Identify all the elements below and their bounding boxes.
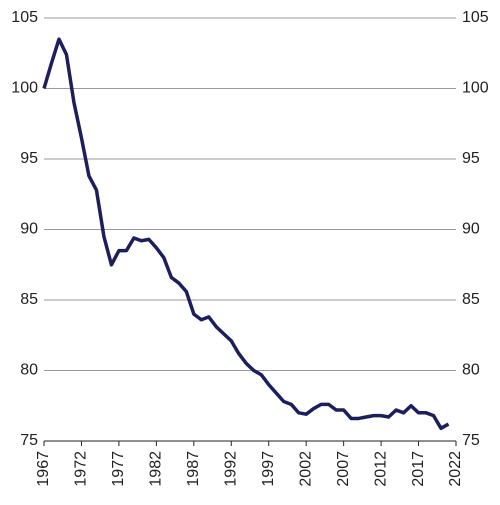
y-tick-label: 105	[11, 9, 38, 26]
y-tick-label: 95	[20, 150, 38, 167]
x-tick-label: 2012	[372, 451, 389, 487]
x-tick-label: 2007	[335, 451, 352, 487]
y2-tick-label: 80	[462, 362, 480, 379]
y2-tick-label: 105	[462, 9, 489, 26]
y2-tick-label: 85	[462, 291, 480, 308]
y-tick-label: 75	[20, 432, 38, 449]
x-tick-label: 1987	[185, 451, 202, 487]
x-tick-label: 2002	[297, 451, 314, 487]
y-tick-label: 85	[20, 291, 38, 308]
y2-tick-label: 75	[462, 432, 480, 449]
y2-tick-label: 100	[462, 80, 489, 97]
y2-tick-label: 95	[462, 150, 480, 167]
x-tick-label: 2022	[447, 451, 464, 487]
x-tick-label: 1967	[35, 451, 52, 487]
x-tick-label: 1972	[73, 451, 90, 487]
x-tick-label: 1997	[260, 451, 277, 487]
y-tick-label: 100	[11, 80, 38, 97]
y-tick-label: 90	[20, 221, 38, 238]
y2-tick-label: 90	[462, 221, 480, 238]
y-tick-label: 80	[20, 362, 38, 379]
x-tick-label: 2017	[410, 451, 427, 487]
x-tick-label: 1992	[222, 451, 239, 487]
line	[42, 37, 450, 431]
x-tick-label: 1982	[148, 451, 165, 487]
x-tick-label: 1977	[110, 451, 127, 487]
